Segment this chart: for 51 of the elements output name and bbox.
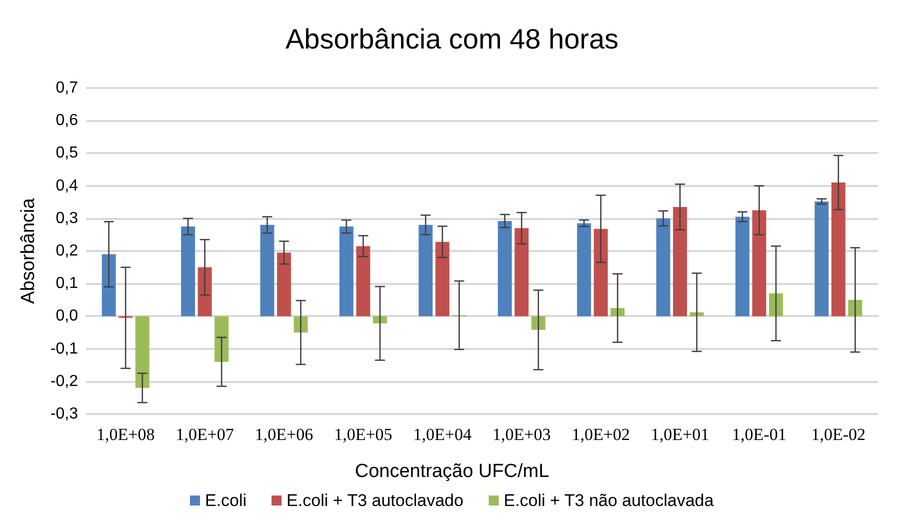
bar: [102, 254, 116, 316]
bar: [418, 224, 433, 316]
bar: [260, 224, 274, 316]
bar: [673, 206, 687, 316]
x-tick-label: 1,0E-01: [732, 425, 786, 444]
bar: [656, 218, 670, 316]
bar: [339, 226, 354, 316]
bar: [768, 293, 783, 316]
y-tick-label: 0,5: [56, 144, 78, 162]
y-tick-label: 0,0: [56, 308, 78, 325]
y-tick-label: 0,1: [56, 275, 78, 292]
chart-title: Absorbância com 48 horas: [285, 24, 619, 54]
x-tick-label: 1,0E+01: [650, 425, 710, 444]
x-tick-label: 1,0E+08: [96, 425, 155, 444]
legend-label: E.coli: [204, 491, 247, 510]
bar: [356, 246, 370, 316]
bar: [610, 308, 625, 316]
y-tick-label: -0,3: [50, 406, 78, 422]
bar: [577, 223, 592, 316]
bar: [214, 316, 229, 362]
y-tick-label: -0,2: [50, 372, 78, 390]
y-axis-title: Absorbância: [18, 198, 39, 304]
bar: [594, 228, 608, 316]
bar: [514, 228, 529, 316]
y-tick-label: 0,4: [56, 177, 78, 194]
legend-label: E.coli + T3 autoclavado: [286, 491, 464, 510]
x-tick-label: 1,0E+04: [413, 425, 472, 444]
bar: [181, 226, 196, 316]
bar: [198, 267, 212, 316]
y-tick-label: 0,3: [56, 210, 78, 227]
bar: [277, 252, 291, 316]
y-tick-label: -0,1: [50, 340, 78, 358]
x-tick-label: 1,0E+05: [334, 425, 392, 444]
bar: [735, 216, 750, 316]
bar: [135, 316, 150, 388]
y-tick-label: 0,6: [56, 112, 78, 130]
bar: [831, 182, 846, 316]
legend-label: E.coli + T3 não autoclavada: [504, 491, 714, 510]
x-axis-title: Concentração UFC/mL: [354, 461, 550, 482]
x-tick-label: 1,0E+03: [492, 425, 551, 444]
bar: [752, 210, 766, 316]
y-tick-label: 0,7: [56, 80, 78, 96]
bar: [498, 221, 512, 316]
x-tick-label: 1,0E+07: [176, 425, 234, 444]
x-tick-label: 1,0E+06: [254, 425, 314, 444]
x-tick-label: 1,0E+02: [572, 425, 630, 444]
bar: [814, 201, 829, 316]
bar: [372, 316, 387, 324]
x-tick-label: 1,0E-02: [811, 425, 866, 444]
bar: [435, 242, 450, 316]
y-tick-label: 0,2: [56, 242, 78, 260]
